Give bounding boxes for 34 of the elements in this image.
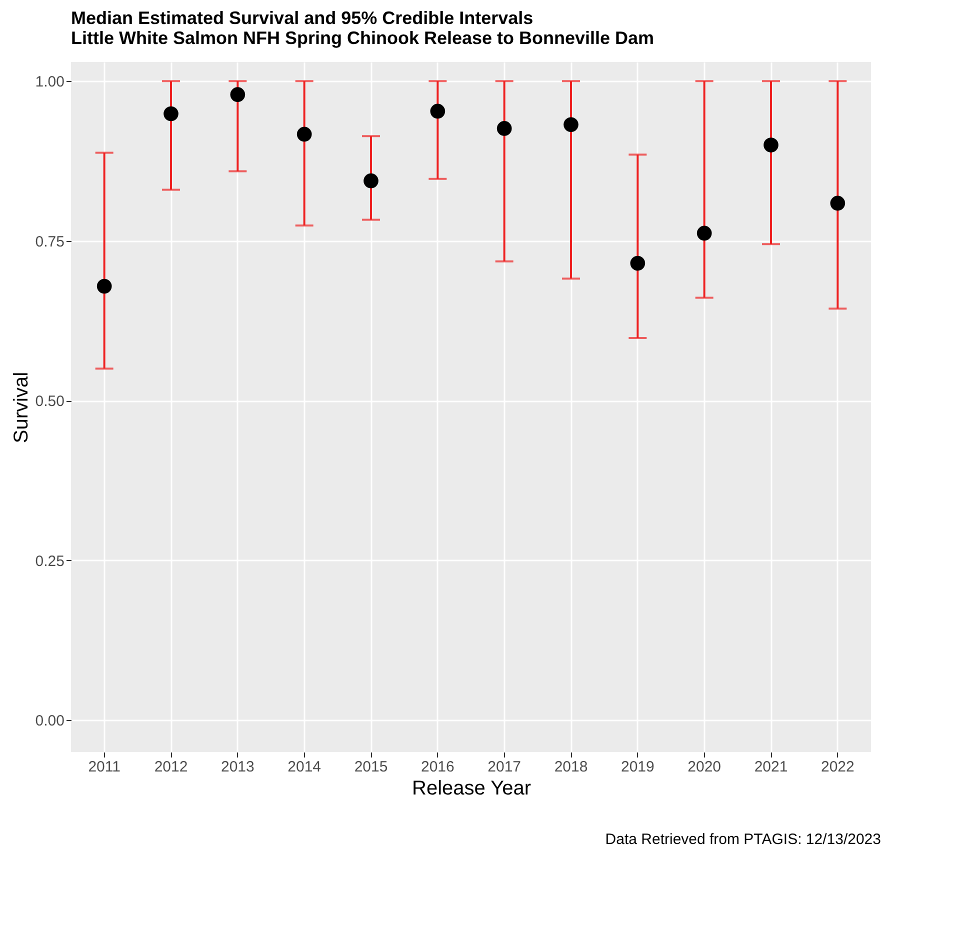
point — [96, 278, 112, 294]
text: Data Retrieved from PTAGIS: 12/13/2023 — [605, 831, 881, 848]
point — [696, 226, 712, 241]
x-tick-label: 2011 — [88, 758, 120, 776]
point — [230, 87, 246, 102]
point — [830, 196, 846, 211]
x-tick-label: 2018 — [554, 758, 588, 776]
point — [496, 121, 512, 136]
y-tick-label: 1.00 — [35, 74, 64, 91]
x-tick-label: 2014 — [288, 758, 322, 776]
point — [296, 126, 312, 142]
point — [564, 117, 578, 132]
x-tick-label: 2016 — [420, 758, 454, 776]
point — [430, 104, 446, 119]
point — [764, 138, 778, 152]
x-tick-label: 2013 — [220, 758, 254, 776]
x-tick-label: 2015 — [354, 758, 388, 776]
y-axis-title: Survival — [10, 372, 32, 444]
point — [364, 173, 378, 188]
x-tick-label: 2017 — [488, 758, 522, 776]
chart-subtitle: Little White Salmon NFH Spring Chinook Release to Bonneville Dam — [71, 28, 654, 48]
y-tick-label: 0.50 — [35, 393, 64, 410]
x-axis-title: Release Year — [412, 778, 532, 800]
x-tick-label: 2022 — [820, 758, 854, 776]
x-tick-label: 2021 — [754, 758, 788, 776]
x-tick-label: 2012 — [154, 758, 188, 776]
y-tick-label: 0.75 — [35, 233, 64, 250]
x-tick-label: 2020 — [688, 758, 722, 776]
chart-title: Median Estimated Survival and 95% Credible Intervals — [71, 8, 534, 28]
point — [164, 106, 178, 122]
y-tick-label: 0.25 — [35, 552, 64, 570]
y-tick-label: 0.00 — [35, 712, 64, 730]
x-tick-label: 2019 — [620, 758, 654, 776]
point — [630, 256, 646, 271]
